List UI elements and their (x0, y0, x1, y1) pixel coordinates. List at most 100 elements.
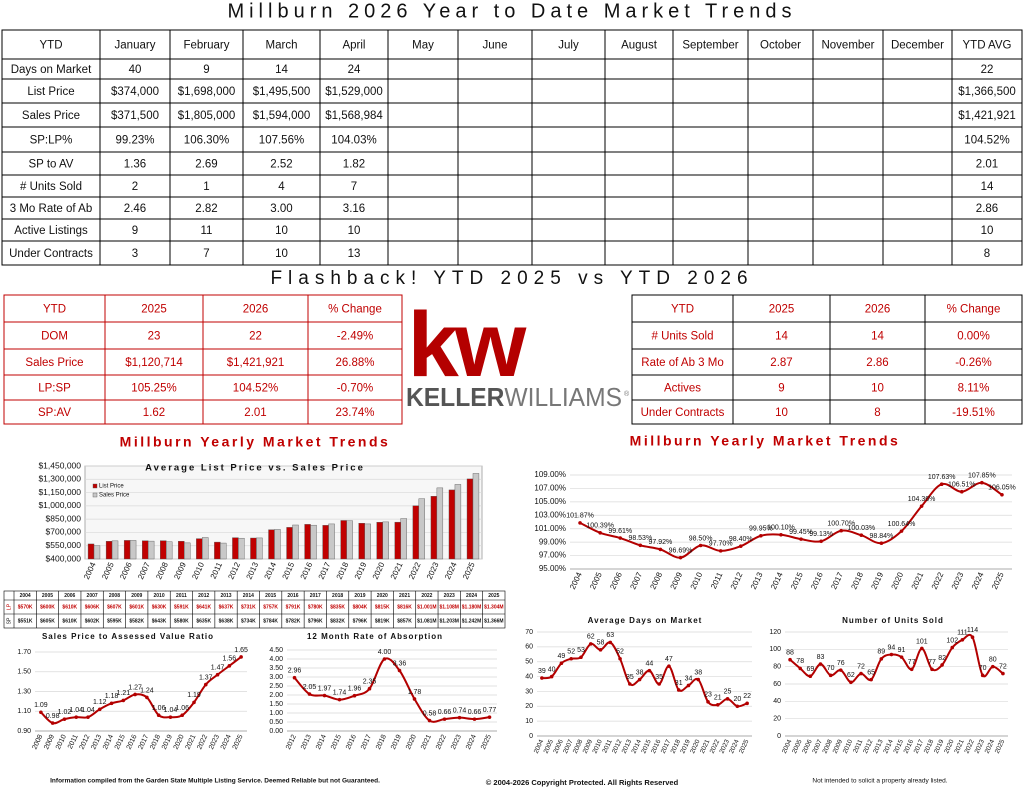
table-value: $637K (219, 604, 234, 610)
y-tick-label: 1.30 (17, 688, 31, 695)
y-tick-label: $700,000 (46, 527, 82, 537)
table-value: $734K (241, 618, 256, 624)
data-point (180, 713, 185, 717)
y-tick-label: $850,000 (46, 513, 82, 523)
series-line (579, 481, 1003, 559)
data-point (920, 646, 924, 651)
table-value: $1.242M (462, 618, 481, 624)
data-point (759, 533, 763, 538)
y-tick-label: 80 (773, 664, 781, 671)
x-tick-label: 2022 (407, 560, 423, 580)
table-cell: Active Listings (14, 225, 88, 237)
data-label: 63 (606, 632, 614, 639)
table-cell: 7 (203, 248, 209, 260)
data-point (472, 717, 477, 721)
bar (400, 518, 407, 560)
data-point (382, 657, 387, 661)
table-cell: 2026 (243, 304, 269, 316)
data-label: 76 (837, 660, 845, 667)
table-cell: YTD (43, 304, 66, 316)
bar (184, 542, 191, 560)
data-point (799, 537, 803, 541)
table-cell: 9 (778, 383, 784, 395)
y-tick-label: 20 (525, 703, 533, 710)
x-tick-label: 2013 (749, 570, 765, 590)
y-tick-label: 1.00 (269, 710, 283, 717)
y-tick-label: 0 (777, 733, 781, 740)
data-point (686, 683, 691, 688)
data-label: 99.61% (608, 528, 632, 535)
data-label: 1.12 (93, 699, 107, 706)
table-cell: 7 (351, 181, 357, 193)
data-point (579, 655, 583, 660)
legend-swatch (92, 492, 98, 498)
table-cell: March (266, 40, 298, 52)
bar (93, 545, 101, 560)
table-border (1, 29, 1023, 266)
data-label: 98.53% (628, 535, 652, 542)
table-cell: Sales Price (25, 357, 83, 369)
table-cell: SP:LP% (30, 135, 73, 147)
legend-label: List Price (99, 484, 124, 490)
data-label: 72 (999, 663, 1007, 670)
data-label: 53 (577, 647, 585, 654)
bar (142, 540, 149, 560)
data-label: 100.03% (847, 525, 875, 532)
x-tick-label: 2011 (209, 560, 225, 580)
bar (340, 520, 347, 560)
bar (310, 524, 317, 560)
bar (454, 484, 462, 560)
table-value: $601K (129, 604, 144, 610)
data-point (718, 549, 723, 553)
table-cell: 105.25% (131, 383, 176, 395)
table-value: $796K (308, 618, 323, 624)
x-tick-label: 2006 (608, 570, 624, 590)
data-point (638, 543, 643, 548)
x-tick-label: 2010 (190, 560, 206, 580)
data-label: 62 (587, 634, 595, 641)
data-label: 3.36 (393, 660, 407, 667)
data-label: 70 (827, 665, 835, 672)
table-cell: 8 (874, 407, 880, 419)
chart-title: 12 Month Rate of Absorption (307, 632, 443, 641)
data-point (735, 704, 740, 709)
data-point (307, 692, 312, 696)
table-cell: $1,698,000 (178, 86, 236, 98)
x-tick-label: 2019 (353, 560, 369, 580)
data-point (227, 664, 232, 668)
x-tick-label: 2013 (300, 734, 313, 751)
y-tick-label: 20 (773, 716, 781, 723)
x-tick-label: 2014 (315, 734, 328, 751)
table-cell: September (682, 40, 738, 52)
bar (466, 478, 474, 560)
data-label: 39 (538, 668, 546, 675)
table-cell: # Units Sold (20, 181, 82, 193)
table-cell: 2 (132, 181, 138, 193)
data-point (849, 680, 853, 685)
y-tick-label: 1.10 (17, 708, 31, 715)
table-cell: 2.86 (866, 357, 888, 369)
data-label: 52 (567, 649, 575, 656)
table-cell: YTD (671, 304, 694, 316)
y-tick-label: $1,450,000 (38, 460, 81, 470)
data-label: 97.92% (649, 539, 673, 546)
table-cell: YTD (40, 40, 63, 52)
data-label: 38 (636, 669, 644, 676)
table-cell: July (558, 40, 579, 52)
table-value: $580K (174, 618, 189, 624)
y-tick-label: 95.00% (539, 564, 566, 573)
table-cell: 10 (275, 248, 288, 260)
table-cell: List Price (27, 86, 74, 98)
table-value: $643K (152, 618, 167, 624)
data-point (676, 688, 681, 692)
data-label: 38 (694, 669, 702, 676)
table-cell: 26.88% (335, 357, 374, 369)
table-year: 2023 (444, 593, 455, 599)
table-year: 2024 (466, 593, 477, 599)
table-row-label: LP (6, 603, 12, 610)
data-point (559, 661, 564, 665)
bar (322, 525, 329, 560)
table-cell: $1,120,714 (125, 357, 183, 369)
data-label: 40 (548, 666, 556, 673)
data-label: 65 (867, 670, 875, 677)
